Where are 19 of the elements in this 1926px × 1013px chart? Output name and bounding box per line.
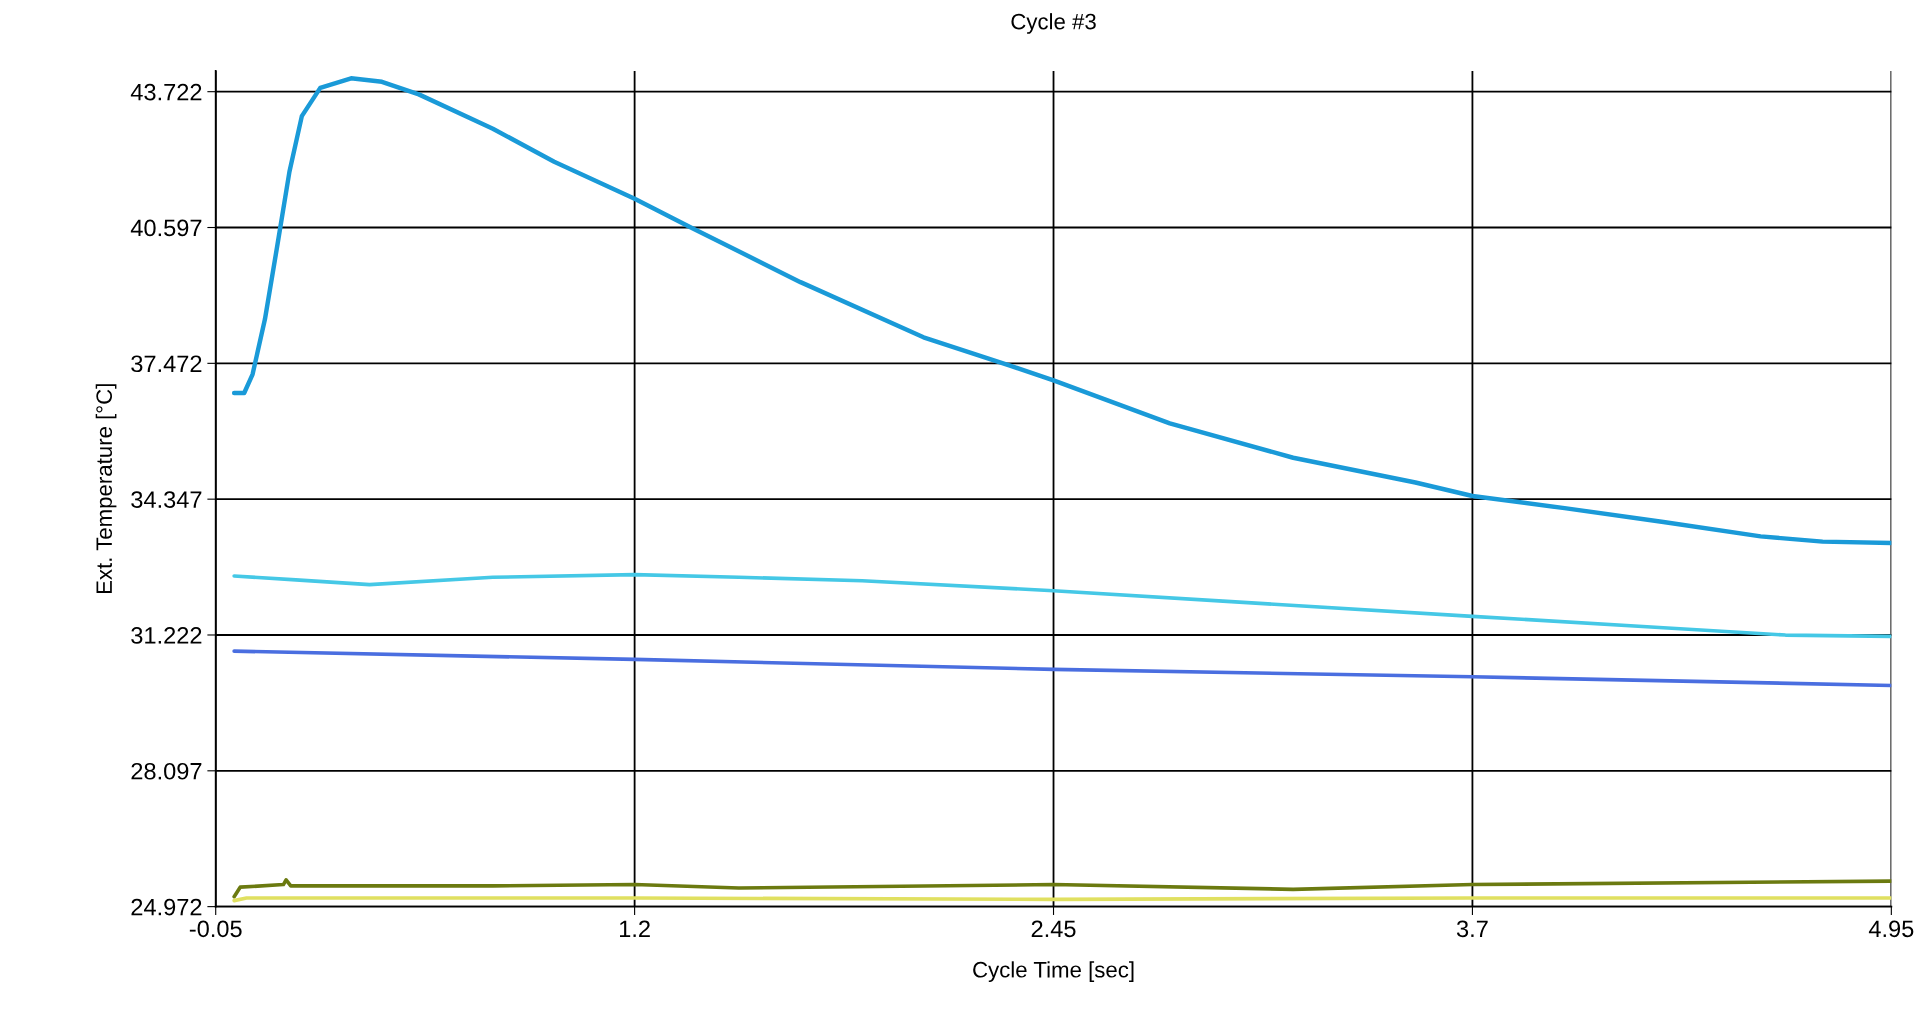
line-series bbox=[232, 877, 1892, 899]
y-tick-label: 31.222 bbox=[131, 627, 202, 644]
y-tick-label: 43.722 bbox=[130, 83, 202, 101]
x-tick-label: -0.05 bbox=[189, 920, 242, 938]
y-tick-label: 34.347 bbox=[131, 491, 202, 508]
x-tick-label: 3.7 bbox=[1456, 920, 1488, 938]
y-tick-label: 40.597 bbox=[130, 219, 202, 237]
x-tick-label: 1.2 bbox=[620, 920, 650, 937]
y-axis-title: Ext. Temperature [°C] bbox=[95, 384, 117, 594]
x-tick-label: 4.95 bbox=[1868, 920, 1914, 938]
x-tick-label: 2.45 bbox=[1031, 920, 1076, 938]
chart-title: Cycle #3 bbox=[1011, 13, 1096, 34]
y-tick-label: 37.472 bbox=[131, 355, 202, 373]
line-series bbox=[232, 572, 1892, 639]
x-axis-title: Cycle Time [sec] bbox=[973, 961, 1134, 982]
line-series bbox=[232, 649, 1892, 688]
y-tick-label: 24.972 bbox=[131, 898, 202, 916]
y-tick-label: 28.097 bbox=[131, 762, 202, 780]
line-series bbox=[231, 76, 1892, 546]
